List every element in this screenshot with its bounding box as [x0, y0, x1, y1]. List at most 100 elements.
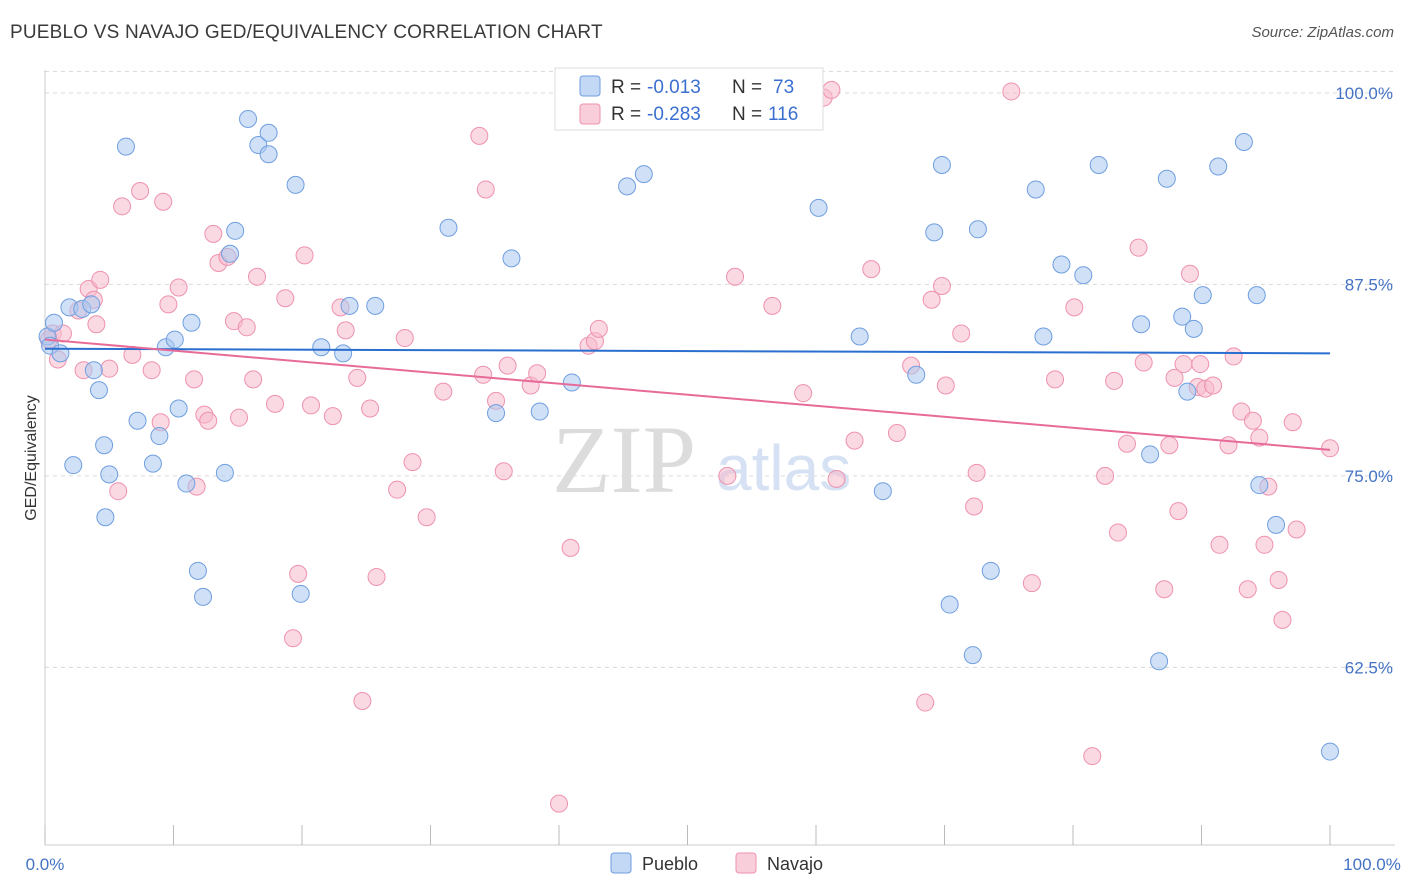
bottom-legend: Pueblo Navajo — [610, 852, 823, 874]
navajo-point — [301, 396, 320, 415]
watermark-zip: ZIP — [552, 406, 696, 513]
navajo-point — [1243, 411, 1262, 430]
pueblo-point — [239, 110, 258, 129]
navajo-point — [1219, 436, 1238, 455]
navajo-point — [367, 567, 386, 586]
navajo-point — [1105, 371, 1124, 390]
navajo-point — [763, 296, 782, 315]
pueblo-point — [340, 296, 359, 315]
pueblo-point — [84, 361, 103, 380]
navajo-point — [1321, 439, 1339, 458]
pueblo-point — [182, 313, 201, 332]
pueblo-point — [334, 344, 353, 363]
navajo-point — [1191, 355, 1210, 374]
navajo-point — [248, 267, 267, 286]
navajo-point — [1155, 580, 1174, 599]
navajo-point — [476, 180, 495, 199]
pueblo-point — [873, 482, 892, 501]
pueblo-point — [1178, 382, 1197, 401]
navajo-point — [1283, 413, 1302, 432]
navajo-point — [1250, 428, 1269, 447]
pueblo-point — [312, 338, 331, 357]
navajo-point — [276, 289, 295, 308]
pueblo-point — [1247, 286, 1266, 305]
navajo-point — [237, 318, 256, 337]
chart-title: PUEBLO VS NAVAJO GED/EQUIVALENCY CORRELA… — [10, 22, 603, 43]
pueblo-point — [1150, 652, 1169, 671]
legend-r-value-pueblo: -0.013 — [647, 77, 701, 98]
pueblo-trend-line — [44, 347, 1331, 355]
legend-r-value-navajo: -0.283 — [647, 104, 701, 125]
legend-swatch-pueblo — [579, 75, 601, 97]
pueblo-point — [51, 344, 70, 363]
navajo-point — [1255, 535, 1274, 554]
legend-r-label-pueblo: R = — [611, 77, 641, 98]
navajo-point — [230, 408, 249, 427]
navajo-point — [550, 794, 568, 813]
navajo-point — [470, 126, 489, 145]
pueblo-point — [1026, 180, 1045, 199]
navajo-point — [862, 260, 881, 279]
legend-n-value-pueblo: 73 — [773, 77, 794, 98]
navajo-point — [91, 270, 110, 289]
navajo-point — [1165, 368, 1184, 387]
legend-n-label-navajo: N = — [732, 104, 762, 125]
pueblo-point — [1321, 742, 1339, 761]
y-tick-label: 100.0% — [1335, 84, 1393, 103]
pueblo-point — [1184, 319, 1203, 338]
navajo-point — [154, 192, 173, 211]
navajo-point — [361, 399, 380, 418]
y-tick-label: 62.5% — [1345, 658, 1393, 677]
navajo-point — [100, 359, 119, 378]
navajo-point — [726, 267, 745, 286]
pueblo-point — [809, 198, 828, 217]
pueblo-point — [259, 145, 278, 164]
x-tick-label-min: 0.0% — [26, 855, 65, 874]
navajo-point — [1238, 580, 1257, 599]
pueblo-point — [177, 474, 196, 493]
pueblo-point — [502, 249, 521, 268]
navajo-point — [199, 411, 218, 430]
pueblo-point — [96, 508, 115, 527]
y-tick-labels: 62.5% 75.0% 87.5% 100.0% — [1335, 84, 1393, 677]
legend-box: R = -0.013 N = 73 R = -0.283 N = 116 — [554, 67, 824, 131]
pueblo-point — [487, 404, 506, 423]
navajo-point — [1129, 238, 1148, 257]
pueblo-point — [215, 463, 234, 482]
navajo-point — [922, 290, 941, 309]
navajo-point — [1160, 436, 1179, 455]
pueblo-point — [634, 165, 653, 184]
navajo-point — [474, 365, 493, 384]
pueblo-point — [1267, 515, 1286, 534]
pueblo-point — [439, 218, 458, 237]
pueblo-point — [1132, 315, 1151, 334]
navajo-point — [284, 629, 303, 648]
navajo-point — [159, 295, 178, 314]
navajo-point — [1108, 523, 1127, 542]
pueblo-point — [1034, 327, 1053, 346]
pueblo-point — [1173, 307, 1192, 326]
navajo-point — [131, 181, 150, 200]
navajo-point — [1002, 82, 1021, 101]
navajo-point — [718, 466, 737, 485]
pueblo-point — [963, 646, 982, 665]
navajo-point — [1204, 376, 1223, 395]
navajo-point — [434, 382, 453, 401]
pueblo-point — [1157, 169, 1176, 188]
pueblo-point — [82, 295, 101, 314]
navajo-point — [561, 538, 580, 557]
navajo-point — [1046, 370, 1065, 389]
pueblo-point — [1234, 132, 1253, 151]
navajo-point — [1117, 434, 1136, 453]
navajo-point — [589, 319, 608, 338]
pueblo-point — [150, 427, 169, 446]
bottom-legend-label-pueblo: Pueblo — [642, 854, 698, 874]
navajo-point — [1083, 747, 1102, 766]
pueblo-point — [940, 595, 959, 614]
navajo-point — [204, 224, 223, 243]
navajo-point — [1224, 347, 1243, 366]
navajo-point — [965, 497, 984, 516]
navajo-point — [323, 407, 342, 426]
navajo-point — [827, 469, 846, 488]
navajo-point — [417, 508, 436, 527]
